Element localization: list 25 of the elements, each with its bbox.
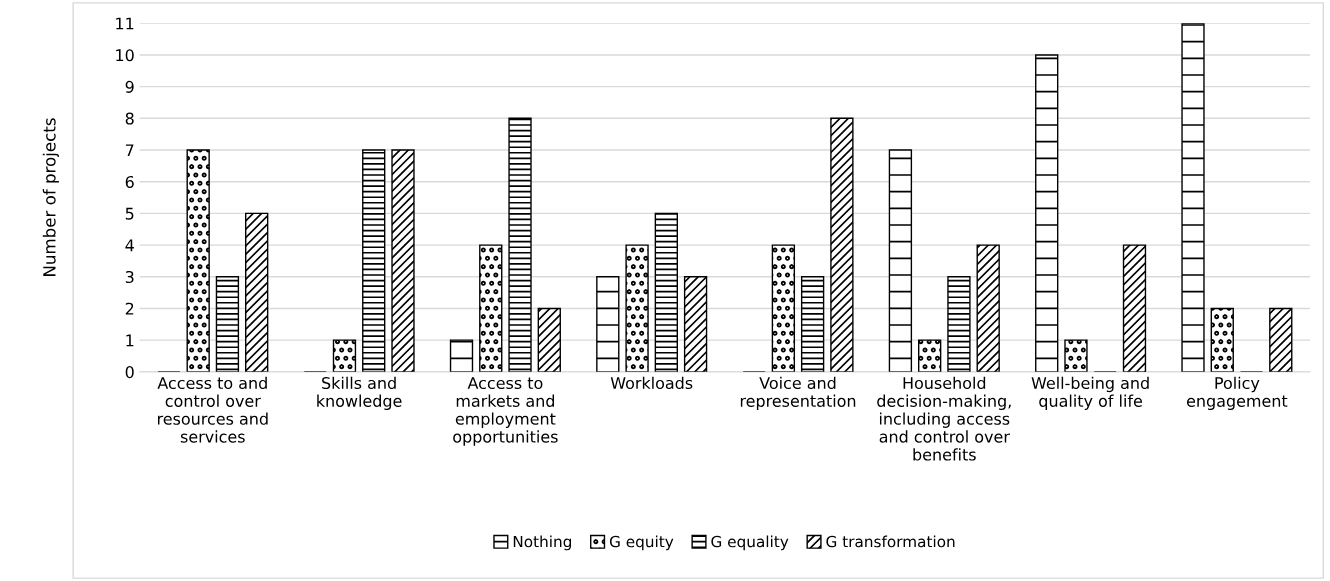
y-tick-label: 5 [125, 207, 134, 220]
y-tick-label: 8 [125, 112, 134, 125]
y-tick-label: 11 [116, 17, 134, 30]
x-tick-label: Policy engagement [1186, 376, 1288, 411]
legend-label: G transformation [826, 535, 955, 548]
legend-label: G equality [711, 535, 789, 551]
y-tick-label: 10 [116, 49, 134, 62]
y-tick-label: 0 [125, 366, 134, 379]
y-tick-label: 2 [125, 302, 134, 315]
x-tick-label: Household decision-making, including access and control over benefits [877, 376, 1011, 461]
x-tick-label: Access to and control over resources and services [157, 376, 268, 443]
x-tick-label: Voice and representation [740, 376, 856, 411]
x-tick-label: Access to markets and employment opportunities [453, 377, 558, 446]
x-tick-label: Skills and knowledge [317, 376, 402, 411]
y-tick-label: 7 [125, 144, 134, 157]
y-tick-label: 1 [126, 334, 134, 347]
y-tick-label: 6 [125, 175, 134, 188]
y-axis-title: Number of projects [42, 118, 59, 276]
y-tick-label: 4 [125, 239, 134, 252]
x-tick-label: Well-being and quality of life [1031, 376, 1149, 411]
legend-label: Nothing [513, 535, 571, 551]
y-tick-label: 3 [125, 270, 134, 284]
legend-label: G equity [609, 535, 674, 551]
y-tick-label: 9 [125, 80, 134, 93]
x-tick-label: Workloads [610, 376, 693, 390]
